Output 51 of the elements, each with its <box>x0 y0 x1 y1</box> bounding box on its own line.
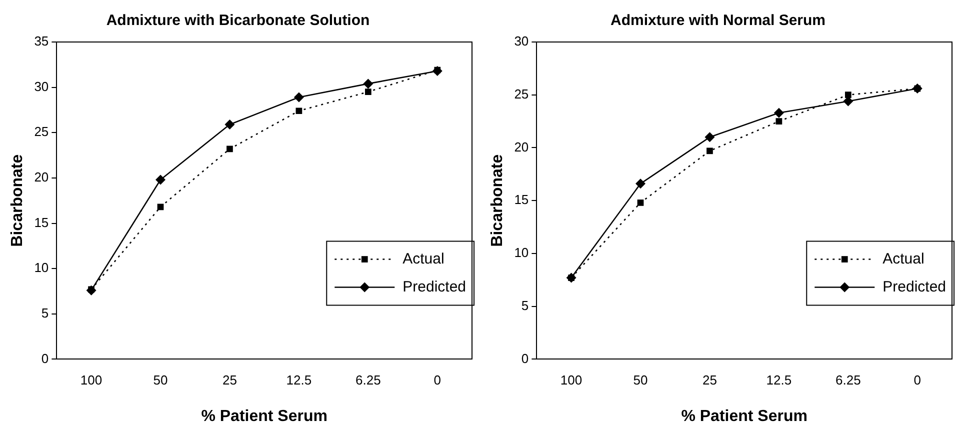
x-tick-label: 12.5 <box>286 372 312 388</box>
y-tick-label: 35 <box>34 34 49 49</box>
y-tick-label: 20 <box>34 170 49 185</box>
x-tick-label: 100 <box>560 372 582 388</box>
x-axis-title: % Patient Serum <box>201 408 328 425</box>
legend-label: Actual <box>402 250 444 268</box>
legend-label: Predicted <box>402 278 466 296</box>
point <box>635 178 646 189</box>
point <box>226 146 233 152</box>
y-tick-label: 25 <box>514 86 529 102</box>
y-tick-label: 15 <box>34 214 49 230</box>
x-tick-label: 6.25 <box>836 372 861 388</box>
x-tick-label: 6.25 <box>356 372 381 388</box>
y-tick-label: 10 <box>34 260 49 276</box>
point <box>704 132 715 142</box>
x-tick-label: 0 <box>434 372 442 388</box>
x-tick-label: 25 <box>222 372 237 388</box>
point <box>364 88 372 96</box>
y-tick-label: 25 <box>34 124 49 140</box>
x-tick-label: 50 <box>153 372 168 388</box>
x-tick-label: 12.5 <box>766 372 792 388</box>
x-tick-label: 0 <box>914 372 922 388</box>
point <box>294 92 304 102</box>
point <box>296 108 302 114</box>
x-tick-label: 100 <box>80 372 102 388</box>
legend-label: Predicted <box>882 278 946 296</box>
point <box>776 118 782 124</box>
y-tick-label: 30 <box>514 34 529 49</box>
x-tick-label: 25 <box>702 372 717 388</box>
point <box>363 78 374 89</box>
point <box>706 148 713 154</box>
y-tick-label: 0 <box>41 350 49 366</box>
point <box>844 92 852 98</box>
y-tick-label: 0 <box>521 350 529 366</box>
x-tick-label: 50 <box>633 372 648 388</box>
point <box>155 174 166 185</box>
y-tick-label: 10 <box>514 245 529 260</box>
chart-title: Admixture with Bicarbonate Solution <box>106 12 370 30</box>
point <box>637 200 644 206</box>
y-tick-label: 20 <box>514 139 529 154</box>
legend-label: Actual <box>882 250 924 268</box>
y-axis-title: Bicarbonate <box>489 154 506 247</box>
y-tick-label: 15 <box>514 192 529 208</box>
x-axis-title: % Patient Serum <box>681 408 808 425</box>
y-tick-label: 5 <box>41 305 49 320</box>
point <box>224 119 235 130</box>
y-tick-label: 30 <box>34 78 49 94</box>
y-axis-title: Bicarbonate <box>9 154 26 247</box>
point <box>774 108 784 118</box>
chart-title: Admixture with Normal Serum <box>610 12 826 30</box>
y-tick-label: 5 <box>521 298 529 313</box>
